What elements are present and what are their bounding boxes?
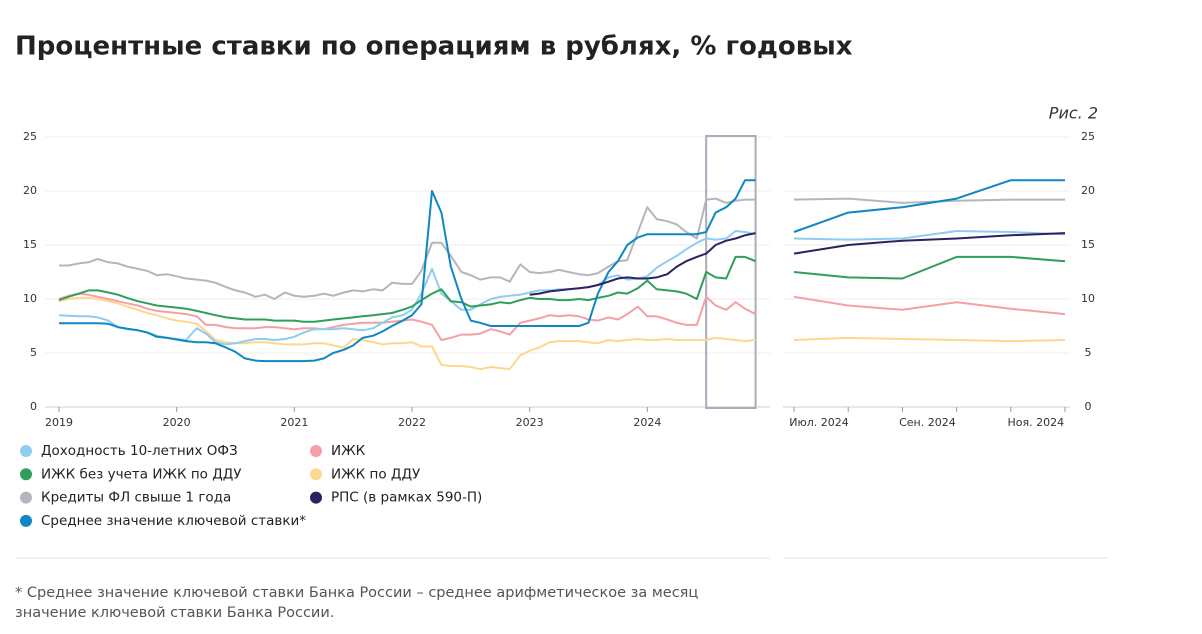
legend-marker (20, 491, 32, 504)
y-tick-label: 0 (1085, 400, 1092, 413)
series-line (529, 232, 756, 296)
legend-label: Доходность 10-летних ОФЗ (41, 443, 238, 459)
x-tick-label: 2019 (45, 416, 73, 429)
x-tick-label: 2021 (280, 416, 308, 429)
series-line (793, 336, 1066, 343)
series-line (58, 230, 756, 346)
y-tick-label: 15 (23, 238, 37, 251)
series-line (58, 296, 756, 371)
y-tick-label: 10 (1081, 292, 1095, 305)
legend-label: РПС (в рамках 590-П) (331, 490, 482, 506)
legend-marker (310, 468, 322, 481)
x-tick-label: 2022 (398, 416, 426, 429)
series-line (59, 197, 756, 300)
series-line (793, 255, 1066, 280)
series-line (58, 292, 757, 341)
legend-label: ИЖК без учета ИЖК по ДДУ (41, 466, 242, 482)
legend-label: ИЖК (331, 443, 366, 459)
legend-label: Кредиты ФЛ свыше 1 года (41, 490, 231, 506)
footnote: * Среднее значение ключевой ставки Банка… (15, 585, 699, 621)
y-tick-label: 5 (1085, 346, 1092, 359)
y-tick-label: 25 (23, 130, 37, 143)
series-line (793, 179, 1065, 233)
y-tick-label: 0 (30, 400, 37, 413)
series-line (793, 230, 1066, 241)
x-tick-label: Ноя. 2024 (1007, 416, 1064, 429)
chart-title: Процентные ставки по операциям в рублях,… (15, 32, 853, 62)
legend-label: ИЖК по ДДУ (331, 466, 420, 482)
series-line (793, 232, 1066, 255)
x-tick-label: Сен. 2024 (899, 416, 956, 429)
series-line (59, 179, 756, 363)
y-tick-label: 10 (23, 292, 37, 305)
legend-marker (310, 491, 322, 504)
x-tick-label: 2023 (516, 416, 544, 429)
legend-marker (20, 468, 32, 481)
y-tick-label: 5 (30, 346, 37, 359)
figure-label: Рис. 2 (1049, 104, 1098, 123)
x-tick-label: 2024 (633, 416, 661, 429)
legend-marker (20, 514, 32, 527)
y-tick-label: 25 (1081, 130, 1095, 143)
series-line (793, 295, 1066, 316)
legend-marker (20, 445, 32, 457)
x-tick-label: Июл. 2024 (789, 416, 849, 429)
legend-marker (310, 445, 322, 457)
y-tick-label: 20 (23, 184, 37, 197)
highlight-frame (705, 135, 757, 409)
series-line (793, 197, 1065, 204)
legend-label: Среднее значение ключевой ставки* (41, 513, 306, 529)
y-tick-label: 15 (1081, 238, 1095, 251)
series-line (58, 255, 756, 323)
x-tick-label: 2020 (163, 416, 191, 429)
y-tick-label: 20 (1081, 184, 1095, 197)
